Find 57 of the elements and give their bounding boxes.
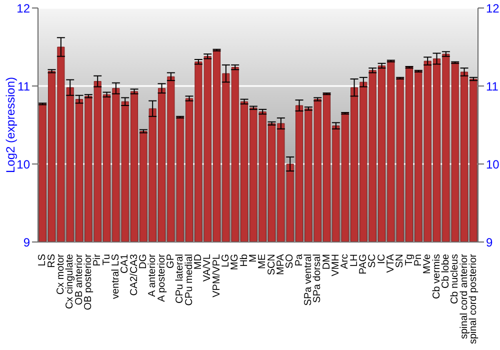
x-tick-label: Cb vermis xyxy=(431,254,442,300)
x-tick-label: LS xyxy=(37,254,48,266)
x-tick-label: SPa dorsal xyxy=(312,254,324,303)
x-tick-label: VPM/VPL xyxy=(211,254,222,298)
x-tick-label: Hb xyxy=(238,254,250,267)
x-tick-label: Pa xyxy=(294,254,305,266)
x-tick-label: SN xyxy=(394,254,406,268)
x-tick-label: Cx cingulate xyxy=(64,254,76,310)
x-tick-label: MPA xyxy=(275,254,286,275)
y-axis-title: Log2 (expression) xyxy=(3,76,18,174)
x-tick-label: SCN xyxy=(266,254,278,276)
x-tick-label: SC xyxy=(367,254,378,268)
x-tick-label: ME xyxy=(257,254,268,269)
x-tick-label: VTA xyxy=(385,254,396,273)
x-tick-label: LG xyxy=(220,254,232,268)
y2-tick-label: 9 xyxy=(486,235,493,250)
x-tick-label: RS xyxy=(46,254,58,268)
x-tick-label: OB posterior xyxy=(82,253,94,310)
x-tick-label: spinal cord posterior xyxy=(468,253,479,344)
x-tick-label: Tu xyxy=(101,254,112,266)
x-tick-label: MVe xyxy=(422,254,434,274)
x-tick-label: PAG xyxy=(358,254,369,274)
x-tick-label: SO xyxy=(284,254,296,268)
y-tick-label: 9 xyxy=(23,235,30,250)
x-tick-label: CA2/CA3 xyxy=(128,254,140,296)
x-tick-label: MD xyxy=(192,254,204,270)
x-tick-label: Arc xyxy=(340,254,351,269)
y2-tick-label: 12 xyxy=(486,1,500,16)
x-tick-label: CPu medial xyxy=(184,254,195,306)
x-tick-label: CA1 xyxy=(120,254,131,274)
x-tick-label: A anterior xyxy=(147,253,158,297)
x-tick-label: A posterior xyxy=(156,253,168,302)
y2-tick-label: 11 xyxy=(486,79,499,94)
x-tick-label: Cx motor xyxy=(55,253,66,295)
x-tick-label: spinal cord anterior xyxy=(458,253,470,340)
y-tick-label: 10 xyxy=(16,157,30,172)
x-tick-label: GP xyxy=(165,254,176,268)
x-tick-label: Cb lobe xyxy=(440,254,452,288)
x-tick-label: MG xyxy=(230,254,241,270)
x-tick-label: VA/VL xyxy=(202,254,214,282)
x-tick-label: Tg xyxy=(404,254,415,266)
x-tick-label: Pn xyxy=(412,254,424,266)
x-tick-label: Pir xyxy=(92,253,104,266)
x-tick-label: VMH xyxy=(330,254,342,276)
x-tick-label: CPu lateral xyxy=(174,254,186,304)
x-tick-label: LH xyxy=(348,254,360,267)
y2-tick-label: 10 xyxy=(486,157,500,172)
x-tick-label: ventral LS xyxy=(110,254,122,300)
x-tick-label: SPa ventral xyxy=(302,254,314,306)
x-tick-label: DM xyxy=(321,254,332,270)
y-tick-label: 12 xyxy=(16,1,30,16)
y-tick-label: 11 xyxy=(18,79,30,94)
x-tick-label: OB anterior xyxy=(74,253,85,306)
x-tick-label: Cb nucleus xyxy=(450,254,461,304)
x-tick-label: DG xyxy=(138,254,149,269)
x-tick-label: IC xyxy=(376,254,388,264)
x-tick-label: M xyxy=(248,254,259,262)
